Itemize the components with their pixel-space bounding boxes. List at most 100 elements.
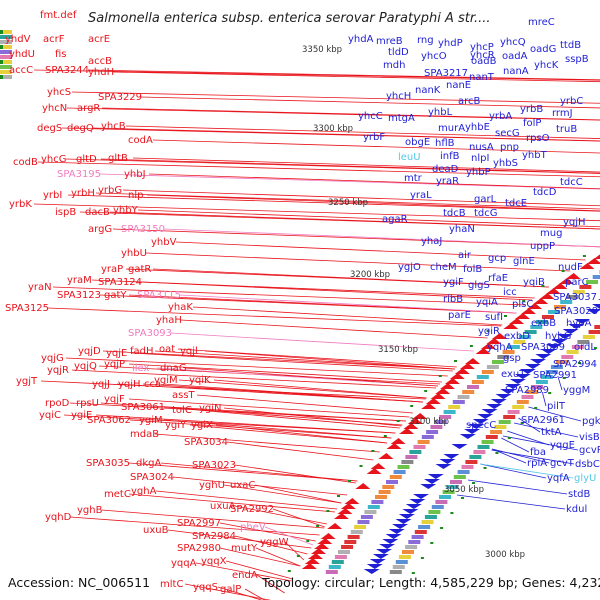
gene-label[interactable]: parC	[565, 277, 589, 288]
gene-label[interactable]: gcp	[488, 253, 506, 264]
gene-label[interactable]: yrbA	[489, 111, 512, 122]
gene-label[interactable]: codB	[13, 157, 38, 168]
gene-label[interactable]: tdcG	[474, 208, 498, 219]
gene-label[interactable]: cheM	[430, 262, 457, 273]
gene-label[interactable]: leuU	[398, 152, 421, 163]
gene-label[interactable]: dsbC	[575, 459, 600, 470]
gene-label[interactable]: yqjR	[47, 365, 69, 376]
gene-label[interactable]: oat	[159, 344, 175, 355]
gene-label[interactable]: hybG	[545, 331, 571, 342]
gene-label[interactable]: yhcP	[470, 42, 494, 53]
gene-label[interactable]: SPA3229	[98, 92, 142, 103]
gene-label[interactable]: ordL	[574, 342, 596, 353]
gene-label[interactable]: yhbU	[121, 248, 147, 259]
gene-label[interactable]: oadB	[471, 56, 497, 67]
gene-label[interactable]: parE	[448, 310, 471, 321]
gene-label[interactable]: yqjD	[78, 346, 101, 357]
gene-label[interactable]: yhaJ	[421, 236, 442, 247]
gene-label[interactable]: fmt.def	[40, 10, 77, 21]
gene-label[interactable]: SPA3244	[45, 65, 89, 76]
gene-label[interactable]: cca	[144, 379, 161, 390]
gene-label[interactable]: argG	[88, 224, 112, 235]
gene-label[interactable]: sspB	[565, 54, 589, 65]
gene-label[interactable]: gatY	[104, 290, 127, 301]
gene-label[interactable]: yqjG	[41, 353, 64, 364]
gene-label[interactable]: ilex	[132, 363, 150, 374]
gene-label[interactable]: infB	[440, 151, 460, 162]
gene-label[interactable]: accB	[88, 56, 112, 67]
gene-label[interactable]: yggW	[260, 537, 289, 548]
gene-label[interactable]: specC	[466, 420, 496, 431]
gene-label[interactable]: yqjH	[563, 217, 586, 228]
gene-label[interactable]: yqqS	[193, 582, 218, 593]
gene-label[interactable]: yhaH	[156, 315, 182, 326]
gene-label[interactable]: nanA	[503, 66, 529, 77]
gene-label[interactable]: dkgA	[136, 458, 161, 469]
gene-label[interactable]: exuT	[501, 369, 526, 380]
gene-label[interactable]: mtgA	[388, 113, 415, 124]
gene-label[interactable]: exbB	[531, 318, 556, 329]
gene-label[interactable]: yqiA	[476, 297, 498, 308]
gene-label[interactable]: gsp	[503, 353, 521, 364]
gene-label[interactable]: gltD	[76, 154, 97, 165]
gene-label[interactable]: yrbI	[43, 190, 62, 201]
gene-label[interactable]: SPA3023	[192, 460, 236, 471]
gene-label[interactable]: agaR	[382, 214, 408, 225]
gene-label[interactable]: truB	[556, 124, 577, 135]
gene-label[interactable]: ygiN	[199, 403, 222, 414]
gene-label[interactable]: mreB	[376, 36, 403, 47]
gene-label[interactable]: tdcD	[533, 187, 557, 198]
gene-label[interactable]: mtr	[404, 173, 423, 184]
gene-label[interactable]: ttdB	[560, 40, 581, 51]
gene-label[interactable]: degS	[37, 123, 62, 134]
gene-label[interactable]: exbD	[504, 331, 530, 342]
gene-label[interactable]: yghU	[199, 480, 225, 491]
gene-label[interactable]: yrbH	[71, 188, 95, 199]
gene-label[interactable]: yhcC	[358, 111, 383, 122]
gene-label[interactable]: yhcG	[41, 154, 67, 165]
gene-label[interactable]: dnaG	[160, 363, 187, 374]
gene-label[interactable]: secG	[495, 128, 520, 139]
gene-label[interactable]: ygjT	[16, 376, 38, 387]
gene-label[interactable]: SPA3115	[137, 290, 181, 301]
gene-label[interactable]: yrbK	[9, 199, 32, 210]
gene-label[interactable]: yqjF	[104, 394, 125, 405]
gene-label[interactable]: SPA3093	[128, 328, 172, 339]
gene-label[interactable]: gcvP	[579, 445, 600, 456]
gene-label[interactable]: ribB	[443, 294, 463, 305]
gene-label[interactable]: yhdP	[438, 38, 463, 49]
gene-label[interactable]: mreC	[528, 17, 555, 28]
gene-label[interactable]: tolC	[172, 405, 192, 416]
gene-label[interactable]: SPA2989	[505, 385, 549, 396]
gene-label[interactable]: fadH	[130, 346, 154, 357]
gene-label[interactable]: icc	[503, 287, 517, 298]
gene-label[interactable]: obgE	[405, 137, 430, 148]
gene-label[interactable]: hflB	[435, 138, 455, 149]
gene-label[interactable]: SPA3028	[554, 306, 598, 317]
gene-label[interactable]: pilT	[547, 401, 566, 412]
gene-label[interactable]: folP	[523, 118, 541, 129]
gene-label[interactable]: glnE	[513, 256, 535, 267]
gene-label[interactable]: yraM	[67, 275, 92, 286]
gene-label[interactable]: nanE	[446, 80, 471, 91]
gene-label[interactable]: oadG	[530, 44, 556, 55]
gene-label[interactable]: uxuA	[210, 501, 236, 512]
gene-label[interactable]: mug	[540, 228, 562, 239]
gene-label[interactable]: tldD	[388, 47, 409, 58]
gene-label[interactable]: yhdU	[9, 49, 35, 60]
gene-label[interactable]: yraN	[28, 282, 52, 293]
gene-label[interactable]: rpoD	[45, 398, 70, 409]
gene-label[interactable]: SPA3037	[553, 292, 597, 303]
gene-label[interactable]: yraP	[101, 264, 123, 275]
gene-label[interactable]: SPA2992	[230, 504, 274, 515]
gene-label[interactable]: codA	[128, 135, 153, 146]
gene-label[interactable]: yraL	[410, 190, 432, 201]
gene-label[interactable]: uxaC	[230, 480, 255, 491]
gene-label[interactable]: SPA2961	[521, 415, 565, 426]
gene-label[interactable]: yqiC	[39, 410, 61, 421]
gene-label[interactable]: yhbE	[465, 122, 490, 133]
gene-label[interactable]: fis	[55, 49, 67, 60]
gene-label[interactable]: yhbT	[522, 150, 548, 161]
gene-label[interactable]: sufI	[485, 312, 503, 323]
gene-label[interactable]: yqqA	[171, 558, 197, 569]
